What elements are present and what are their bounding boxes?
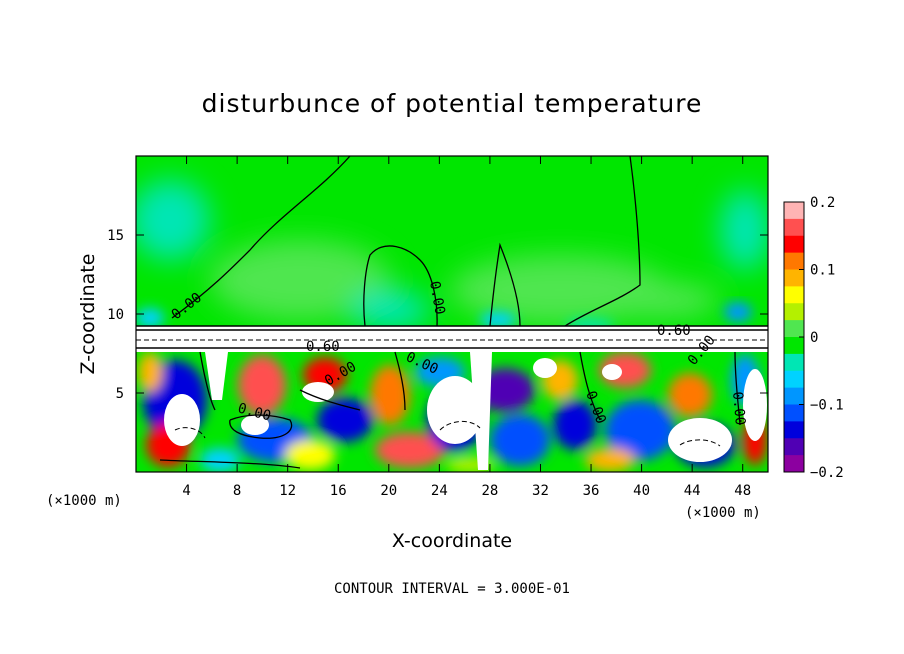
y-tick-label: 10 bbox=[107, 307, 124, 323]
contour-label: 0.00 bbox=[426, 280, 448, 316]
colorbar-swatch bbox=[784, 370, 804, 389]
colorbar-tick-label: 0 bbox=[810, 330, 818, 346]
contour-interval-note: CONTOUR INTERVAL = 3.000E-01 bbox=[334, 581, 570, 597]
x-unit-label-left: (×1000 m) bbox=[46, 493, 122, 509]
contour-label: 0.60 bbox=[306, 339, 340, 355]
colorbar-swatch bbox=[784, 252, 804, 270]
colorbar-tick-label: −0.2 bbox=[810, 465, 844, 481]
x-tick-label: 8 bbox=[233, 483, 241, 499]
y-axis: 5 10 15 bbox=[107, 228, 768, 402]
colorbar-tick-label: −0.1 bbox=[810, 398, 844, 414]
x-axis-label: X-coordinate bbox=[392, 530, 512, 552]
chart-title: disturbunce of potential temperature bbox=[202, 89, 703, 118]
colorbar-tick-label: 0.1 bbox=[810, 263, 835, 279]
x-tick-label: 32 bbox=[532, 483, 549, 499]
x-tick-label: 28 bbox=[481, 483, 498, 499]
colorbar-swatch bbox=[784, 235, 804, 254]
colorbar-tick-label: 0.2 bbox=[810, 195, 835, 211]
colorbar-swatch bbox=[784, 269, 804, 287]
colorbar-swatch bbox=[784, 320, 804, 338]
colorbar-swatch bbox=[784, 387, 804, 405]
colorbar-swatch bbox=[784, 303, 804, 321]
x-tick-label: 36 bbox=[583, 483, 600, 499]
colorbar-swatch bbox=[784, 438, 804, 456]
x-axis: 4 8 12 16 20 24 28 32 36 40 44 48 bbox=[182, 156, 751, 499]
x-tick-label: 16 bbox=[330, 483, 347, 499]
x-unit-label-right: (×1000 m) bbox=[685, 505, 761, 521]
y-tick-label: 5 bbox=[116, 386, 124, 402]
colorbar-swatch bbox=[784, 455, 804, 473]
x-tick-label: 44 bbox=[684, 483, 701, 499]
y-axis-label: Z-coordinate bbox=[77, 254, 99, 375]
colorbar-swatch bbox=[784, 218, 804, 237]
colorbar-swatch bbox=[784, 286, 804, 304]
y-tick-label: 15 bbox=[107, 228, 124, 244]
x-tick-label: 48 bbox=[734, 483, 751, 499]
colorbar-swatch bbox=[784, 404, 804, 422]
x-tick-label: 20 bbox=[380, 483, 397, 499]
x-tick-label: 12 bbox=[279, 483, 296, 499]
colorbar-swatch bbox=[784, 421, 804, 439]
colorbar-swatch bbox=[784, 202, 804, 220]
colorbar-swatch bbox=[784, 353, 804, 372]
x-tick-label: 24 bbox=[431, 483, 448, 499]
x-tick-label: 40 bbox=[633, 483, 650, 499]
heatmap-field bbox=[136, 156, 768, 472]
colorbar-swatch bbox=[784, 337, 804, 355]
x-tick-label: 4 bbox=[182, 483, 190, 499]
colorbar: 0.2 0.1 0 −0.1 −0.2 bbox=[783, 195, 844, 481]
contour-label: 0.60 bbox=[657, 323, 691, 339]
contour-label: 0.00 bbox=[729, 391, 748, 426]
